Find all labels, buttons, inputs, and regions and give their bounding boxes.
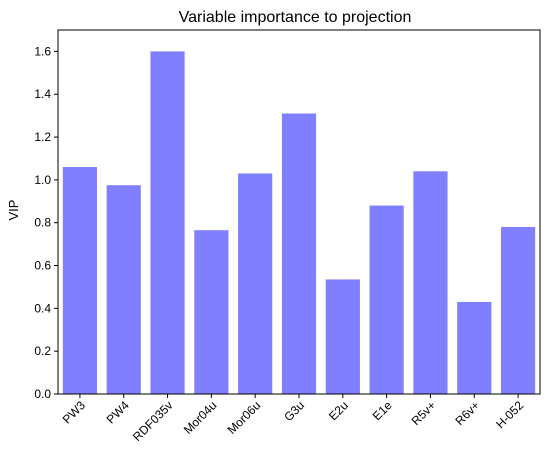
bar-pw4	[107, 185, 141, 394]
x-tick-label: Mor06u	[225, 398, 264, 437]
y-tick-label: 0.4	[34, 301, 51, 315]
y-tick-label: 0.8	[34, 216, 51, 230]
x-tick-label: E2u	[326, 398, 351, 423]
y-tick-label: 1.4	[34, 87, 51, 101]
x-tick-label: PW4	[104, 398, 133, 427]
bar-mor04u	[194, 230, 228, 394]
x-tick-label: R6v+	[452, 398, 482, 428]
x-tick-label: E1e	[370, 398, 395, 423]
y-tick-label: 0.6	[34, 259, 51, 273]
bar-r5v	[413, 171, 447, 394]
y-tick-label: 1.6	[34, 44, 51, 58]
x-tick-label: H-052	[493, 398, 526, 431]
y-axis-label: VIP	[6, 200, 21, 221]
x-tick-label: R5v+	[409, 398, 439, 428]
x-tick-label: PW3	[60, 398, 89, 427]
y-axis-ticks: 0.0 0.2 0.4 0.6 0.8 1.0 1.2 1.4 1.6	[34, 44, 58, 401]
x-tick-label: RDF035v	[130, 398, 176, 444]
bar-r6v	[457, 302, 491, 394]
bar-pw3	[63, 167, 97, 394]
y-tick-label: 0.2	[34, 344, 51, 358]
x-tick-label: G3u	[281, 398, 307, 424]
bar-h-052	[501, 227, 535, 394]
y-tick-label: 1.2	[34, 130, 51, 144]
y-tick-label: 1.0	[34, 173, 51, 187]
bar-mor06u	[238, 173, 272, 394]
bars-group	[63, 51, 535, 394]
bar-rdf035v	[150, 51, 184, 394]
chart-title: Variable importance to projection	[179, 9, 412, 26]
x-tick-label: Mor04u	[181, 398, 220, 437]
bar-e2u	[326, 279, 360, 394]
bar-e1e	[370, 206, 404, 394]
bar-g3u	[282, 114, 316, 394]
y-tick-label: 0.0	[34, 387, 51, 401]
